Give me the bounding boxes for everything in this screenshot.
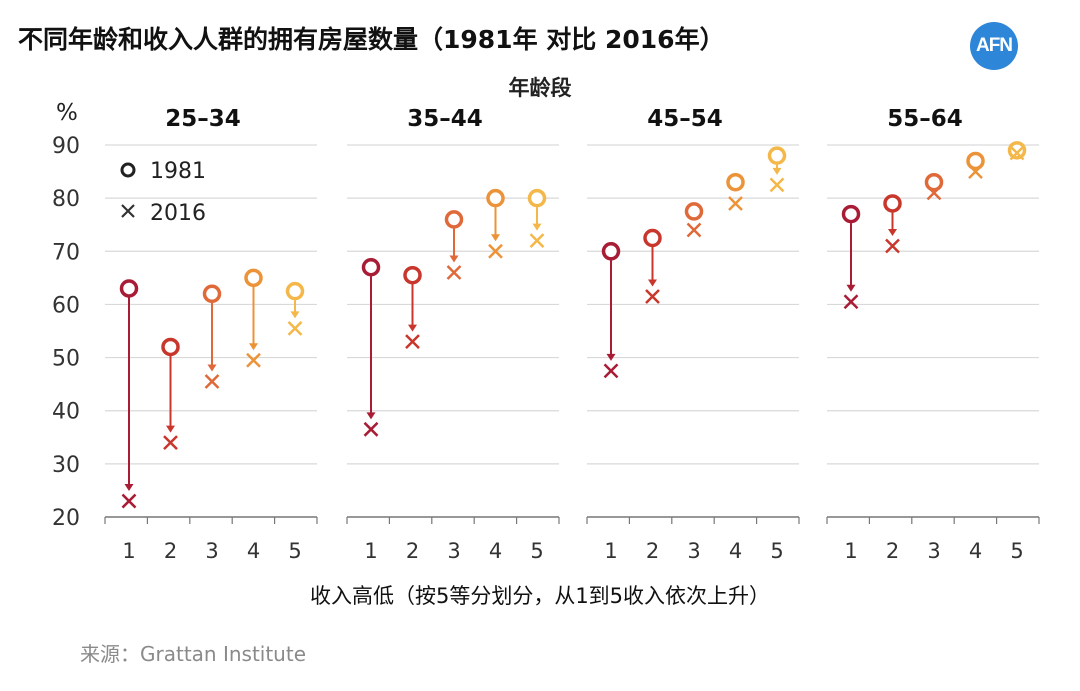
source-note: 来源：Grattan Institute [80, 642, 307, 666]
x-tick-label: 1 [604, 539, 617, 563]
point-1981 [527, 188, 547, 208]
x-tick-label: 2 [164, 539, 177, 563]
x-axis-label: 收入高低（按5等分划分，从1到5收入依次上升） [309, 584, 771, 608]
y-tick-label: 20 [52, 506, 80, 531]
point-2016 [363, 421, 379, 437]
x-tick-label: 5 [1010, 539, 1023, 563]
point-2016 [728, 196, 743, 211]
point-2016 [204, 374, 220, 389]
arrow-head [648, 279, 657, 287]
arrow-head [888, 228, 897, 236]
point-1981 [601, 242, 621, 261]
legend-marker-circle [120, 162, 136, 178]
point-2016 [686, 222, 702, 238]
point-1981 [966, 151, 985, 171]
panel-title: 25–34 [165, 106, 241, 132]
point-1981 [244, 268, 263, 288]
point-2016 [163, 435, 178, 450]
point-2016 [968, 164, 983, 179]
panel-title: 35–44 [407, 106, 483, 132]
x-tick-label: 1 [844, 539, 857, 563]
x-tick-label: 5 [530, 539, 543, 563]
arrow-head [207, 364, 217, 372]
y-tick-label: 30 [52, 453, 80, 478]
arrow-head [772, 167, 782, 175]
y-tick-label: 50 [52, 347, 80, 372]
x-tick-label: 4 [969, 539, 982, 563]
y-tick-label: 90 [52, 134, 80, 159]
chart-title: 不同年龄和收入人群的拥有房屋数量（1981年 对比 2016年） [18, 25, 725, 54]
arrow-head [124, 484, 134, 492]
point-2016 [769, 177, 785, 193]
point-2016 [287, 320, 303, 336]
point-1981 [924, 172, 944, 192]
panel-title: 55–64 [887, 106, 963, 132]
arrow-head [532, 223, 542, 231]
point-1981 [119, 279, 139, 298]
x-tick-label: 1 [364, 539, 377, 563]
point-1981 [1007, 141, 1027, 160]
y-axis-unit: % [56, 100, 78, 126]
point-2016 [645, 289, 660, 304]
x-tick-label: 3 [927, 539, 940, 563]
arrow-head [166, 425, 175, 433]
panel-title: 45–54 [647, 106, 723, 132]
point-2016 [446, 265, 462, 280]
x-tick-label: 4 [247, 539, 260, 563]
y-tick-label: 80 [52, 187, 80, 212]
arrow-head [408, 324, 417, 332]
point-1981 [643, 228, 662, 248]
y-tick-label: 70 [52, 240, 80, 265]
point-2016 [488, 243, 503, 259]
arrow-head [846, 284, 856, 292]
x-tick-label: 3 [447, 539, 460, 563]
arrow-head [491, 234, 500, 242]
point-2016 [1009, 145, 1025, 161]
legend-label: 2016 [150, 201, 206, 226]
arrow-head [449, 255, 459, 263]
x-tick-label: 5 [288, 539, 301, 563]
point-1981 [486, 188, 505, 208]
legend-label: 1981 [150, 159, 206, 184]
point-1981 [684, 202, 704, 221]
point-2016 [926, 185, 942, 201]
x-tick-label: 1 [122, 539, 135, 563]
arrow-head [249, 343, 258, 351]
point-2016 [529, 233, 545, 249]
point-2016 [603, 363, 619, 379]
arrow-head [606, 353, 616, 361]
point-2016 [885, 238, 900, 254]
point-1981 [161, 337, 180, 357]
point-1981 [883, 194, 902, 213]
point-2016 [246, 352, 261, 368]
y-tick-label: 60 [52, 293, 80, 318]
arrow-head [290, 311, 300, 319]
legend-marker-x [121, 204, 135, 218]
point-1981 [841, 204, 861, 224]
afn-logo: AFN [970, 22, 1018, 70]
point-2016 [121, 493, 137, 509]
point-1981 [202, 284, 222, 304]
x-tick-label: 3 [205, 539, 218, 563]
x-tick-label: 2 [646, 539, 659, 563]
x-tick-label: 4 [489, 539, 502, 563]
y-tick-label: 40 [52, 400, 80, 425]
x-tick-label: 2 [886, 539, 899, 563]
point-1981 [444, 210, 464, 229]
arrow-head [366, 412, 376, 420]
point-1981 [361, 257, 381, 277]
point-1981 [767, 146, 787, 165]
point-1981 [403, 265, 422, 285]
x-tick-label: 5 [770, 539, 783, 563]
x-tick-label: 4 [729, 539, 742, 563]
group-axis-label: 年龄段 [508, 76, 572, 100]
point-2016 [843, 294, 859, 310]
x-tick-label: 2 [406, 539, 419, 563]
point-1981 [285, 281, 305, 301]
x-tick-label: 3 [687, 539, 700, 563]
point-1981 [726, 172, 745, 192]
point-2016 [405, 334, 420, 350]
